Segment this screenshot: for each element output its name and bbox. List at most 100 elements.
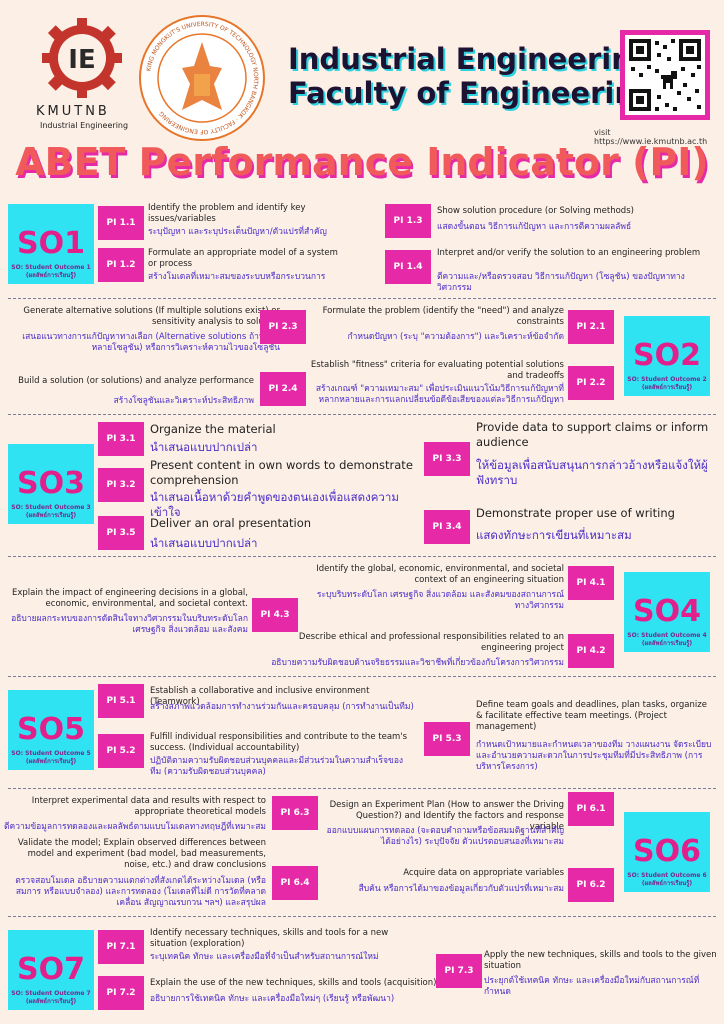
so2-sub-th: (ผลลัพธ์การเรียนรู้) <box>641 384 693 391</box>
pi-6-4: PI 6.4 <box>272 866 318 900</box>
website-link[interactable]: visit https://www.ie.kmutnb.ac.th <box>594 128 708 146</box>
pi-3-1: PI 3.1 <box>98 422 144 456</box>
pi-7-3-th: ประยุกต์ใช้เทคนิค ทักษะ และเครื่องมือใหม… <box>484 976 700 997</box>
so2-label: SO2 <box>633 338 701 373</box>
so6-box: SO6 SO: Student Outcome 6 (ผลลัพธ์การเรี… <box>624 812 710 892</box>
title-line-2: Faculty of Engineering <box>288 76 656 110</box>
pi-5-3: PI 5.3 <box>424 722 470 756</box>
pi-7-2-th: อธิบายการใช้เทคนิค ทักษะ และเครื่องมือให… <box>150 994 395 1004</box>
pi-4-1-en: Identify the global, economic, environme… <box>316 564 564 585</box>
so3-sub-th: (ผลลัพธ์การเรียนรู้) <box>25 512 77 519</box>
pi-4-1: PI 4.1 <box>568 566 614 600</box>
kmutnb-subtitle: Industrial Engineering <box>40 121 129 130</box>
pi-4-3: PI 4.3 <box>252 598 298 632</box>
so7-sub: SO: Student Outcome 7 <box>11 990 91 997</box>
pi-7-1-th: ระบุเทคนิค ทักษะ และเครื่องมือที่จำเป็นส… <box>150 952 379 962</box>
pi-7-2: PI 7.2 <box>98 976 144 1010</box>
pi-6-1: PI 6.1 <box>568 792 614 826</box>
so6-sub: SO: Student Outcome 6 <box>627 872 707 879</box>
divider-1 <box>8 298 716 299</box>
pi-4-2-th: อธิบายความรับผิดชอบด้านจริยธรรมและวิชาชี… <box>271 658 564 668</box>
so1-box: SO1 SO: Student Outcome 1 (ผลลัพธ์การเรี… <box>8 204 94 284</box>
pi-7-1-en: Identify necessary techniques, skills an… <box>150 928 389 949</box>
pi-2-2: PI 2.2 <box>568 366 614 400</box>
pi-2-1-en: Formulate the problem (identify the "nee… <box>322 306 564 327</box>
kmutnb-wordmark: KMUTNB <box>36 104 110 119</box>
so3-box: SO3 SO: Student Outcome 3 (ผลลัพธ์การเรี… <box>8 444 94 524</box>
main-title: ABET Performance Indicator (PI) <box>15 140 709 184</box>
so1-sub: SO: Student Outcome 1 <box>11 264 91 271</box>
so7-sub-th: (ผลลัพธ์การเรียนรู้) <box>25 998 77 1005</box>
pi-3-1-en: Organize the material <box>150 422 276 436</box>
pi-6-3-en: Interpret experimental data and results … <box>31 796 266 817</box>
qr-code[interactable] <box>620 30 710 120</box>
ie-gear-logo: IE <box>42 18 122 98</box>
pi-2-2-en: Establish "fitness" criteria for evaluat… <box>310 360 564 381</box>
pi-6-2: PI 6.2 <box>568 868 614 902</box>
pi-5-1: PI 5.1 <box>98 684 144 718</box>
pi-3-3: PI 3.3 <box>424 442 470 476</box>
pi-5-1-en: Establish a collaborative and inclusive … <box>150 686 370 707</box>
pi-7-3: PI 7.3 <box>436 954 482 988</box>
so3-label: SO3 <box>17 466 85 501</box>
pi-5-3-th: กำหนดเป้าหมายและกำหนดเวลาของทีม วางแผนงา… <box>476 740 712 772</box>
pi-3-5-th: นำเสนอแบบปากเปล่า <box>150 536 258 550</box>
faculty-seal: KING MONGKUT'S UNIVERSITY OF TECHNOLOGY … <box>139 15 265 141</box>
pi-5-2-en: Fulfill individual responsibilities and … <box>150 732 408 753</box>
pi-6-1-th: ออกแบบแผนการทดลอง (จะตอบคำถามหรือข้อสมมต… <box>326 826 564 847</box>
pi-3-4-th: แสดงทักษะการเขียนที่เหมาะสม <box>476 528 632 542</box>
so2-sub: SO: Student Outcome 2 <box>627 376 707 383</box>
pi-1-3: PI 1.3 <box>385 204 431 238</box>
pi-1-4: PI 1.4 <box>385 250 431 284</box>
so3-sub: SO: Student Outcome 3 <box>11 504 91 511</box>
pi-1-1-en: Identify the problem and identify key is… <box>148 203 306 224</box>
pi-2-3: PI 2.3 <box>260 310 306 344</box>
pi-6-2-th: สืบค้น หรือการได้มาของข้อมูลเกี่ยวกับตัว… <box>358 884 564 894</box>
qr-code-icon <box>629 39 701 111</box>
divider-4 <box>8 676 716 677</box>
divider-6 <box>8 916 716 917</box>
pi-4-3-en: Explain the impact of engineering decisi… <box>11 588 248 609</box>
so7-box: SO7 SO: Student Outcome 7 (ผลลัพธ์การเรี… <box>8 930 94 1010</box>
so5-sub: SO: Student Outcome 5 <box>11 750 91 757</box>
so1-sub-th: (ผลลัพธ์การเรียนรู้) <box>25 272 77 279</box>
pi-6-1-en: Design an Experiment Plan (How to answer… <box>329 800 564 832</box>
pi-1-2-th: สร้างโมเดลที่เหมาะสมของระบบหรือกระบวนการ <box>148 272 326 282</box>
pi-5-2-th: ปฏิบัติตามความรับผิดชอบส่วนบุคคลและมีส่ว… <box>150 756 404 777</box>
pi-1-4-en: Interpret and/or verify the solution to … <box>437 248 701 258</box>
so4-box: SO4 SO: Student Outcome 4 (ผลลัพธ์การเรี… <box>624 572 710 652</box>
pi-1-3-th: แสดงขั้นตอน วิธีการแก้ปัญหา และการตีความ… <box>437 222 632 232</box>
so4-sub: SO: Student Outcome 4 <box>627 632 707 639</box>
so4-label: SO4 <box>633 594 701 629</box>
pi-3-5: PI 3.5 <box>98 516 144 550</box>
pi-3-3-en: Provide data to support claims or inform… <box>476 420 709 449</box>
pi-2-4-en: Build a solution (or solutions) and anal… <box>18 376 254 386</box>
so5-label: SO5 <box>17 712 85 747</box>
divider-5 <box>8 788 716 789</box>
pi-4-2-en: Describe ethical and professional respon… <box>298 632 564 653</box>
pi-7-3-en: Apply the new techniques, skills and too… <box>484 950 717 971</box>
pi-2-3-th: เสนอแนวทางการแก้ปัญหาทางเลือก (Alternati… <box>22 332 280 353</box>
pi-6-3-th: ตีความข้อมูลการทดลองและผลลัพธ์ตามแบบโมเด… <box>4 822 266 832</box>
divider-3 <box>8 556 716 557</box>
pi-6-2-en: Acquire data on appropriate variables <box>403 868 564 878</box>
pi-3-5-en: Deliver an oral presentation <box>150 516 312 530</box>
ie-logo-text: IE <box>68 45 95 75</box>
so1-label: SO1 <box>17 226 85 261</box>
pi-3-1-th: นำเสนอแบบปากเปล่า <box>150 440 258 454</box>
pi-2-2-th: สร้างเกณฑ์ "ความเหมาะสม" เพื่อประเมินแนว… <box>315 384 564 405</box>
pi-3-3-th: ให้ข้อมูลเพื่อสนับสนุนการกล่าวอ้างหรือแจ… <box>476 458 708 487</box>
so5-box: SO5 SO: Student Outcome 5 (ผลลัพธ์การเรี… <box>8 690 94 770</box>
pi-5-2: PI 5.2 <box>98 734 144 768</box>
pi-2-1: PI 2.1 <box>568 310 614 344</box>
pi-3-4: PI 3.4 <box>424 510 470 544</box>
pi-1-2-en: Formulate an appropriate model of a syst… <box>148 248 338 269</box>
pi-1-1: PI 1.1 <box>98 206 144 240</box>
pi-2-3-en: Generate alternative solutions (If multi… <box>23 306 280 327</box>
pi-6-3: PI 6.3 <box>272 796 318 830</box>
pi-1-2: PI 1.2 <box>98 248 144 282</box>
pi-7-2-en: Explain the use of the new techniques, s… <box>150 978 437 988</box>
pi-6-4-en: Validate the model; Explain observed dif… <box>17 838 266 870</box>
pi-4-1-th: ระบุบริบทระดับโลก เศรษฐกิจ สิ่งแวดล้อม แ… <box>316 590 564 611</box>
title-line-1: Industrial Engineering <box>288 42 653 76</box>
